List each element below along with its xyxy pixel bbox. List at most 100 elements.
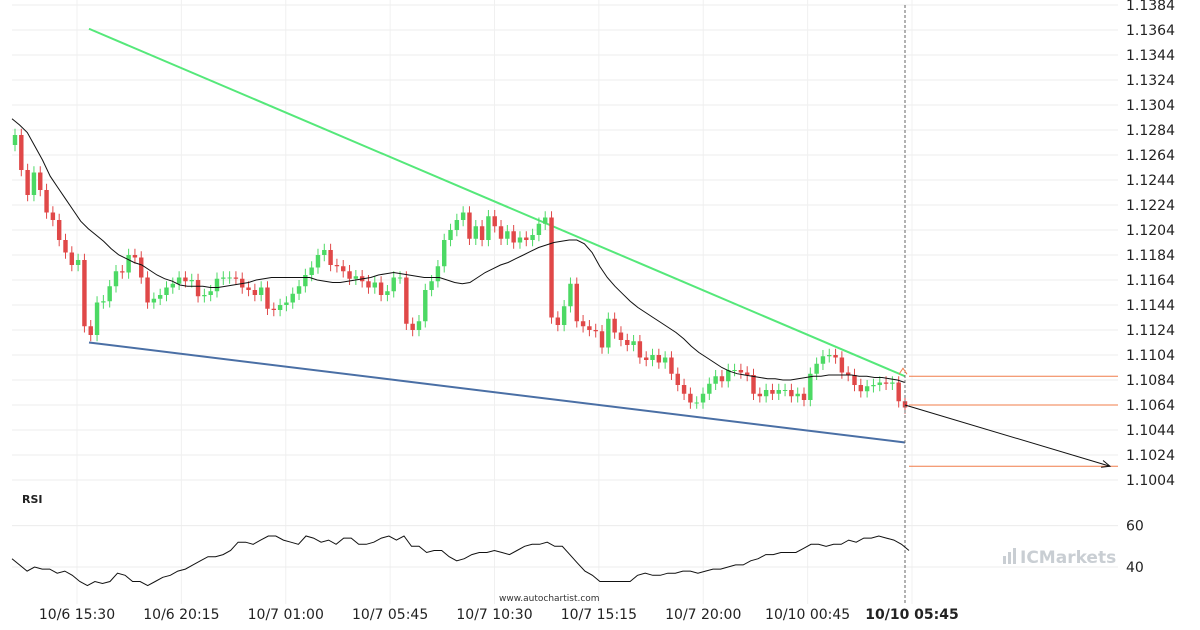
candle — [808, 367, 813, 407]
candle-body — [347, 271, 352, 279]
brand-logo: ICMarkets — [1003, 548, 1116, 568]
candle — [88, 320, 93, 342]
candle — [625, 333, 630, 352]
candle — [789, 383, 794, 403]
time-tick-label: 10/10 00:45 — [765, 607, 850, 623]
brand-logo-bar-2 — [1008, 552, 1011, 564]
candle — [694, 396, 699, 409]
candle — [713, 370, 718, 390]
price-tick-label: 1.1164 — [1126, 273, 1175, 289]
candle-body — [378, 282, 384, 295]
candle — [467, 206, 472, 245]
rsi-tick-label: 40 — [1126, 560, 1144, 576]
candle — [738, 363, 744, 379]
candle-body — [732, 370, 737, 371]
time-axis: 10/6 15:30 10/6 20:15 10/7 01:00 10/7 05:45… — [12, 604, 1118, 630]
candle — [599, 325, 605, 354]
trendline-support — [88, 341, 906, 444]
candle-body — [170, 283, 176, 288]
price-tick-label: 1.1244 — [1126, 173, 1175, 189]
candle-body — [69, 252, 75, 265]
candle — [353, 270, 359, 285]
candle-body — [688, 393, 693, 403]
candle-body — [763, 390, 769, 397]
price-tick-label: 1.1124 — [1126, 323, 1175, 339]
candle — [662, 351, 668, 369]
candle — [101, 295, 106, 309]
candle — [44, 183, 49, 219]
candle-body — [38, 172, 43, 190]
candle-body — [366, 281, 371, 288]
price-tick-label: 1.1304 — [1126, 98, 1175, 114]
candle-body — [726, 370, 731, 382]
candle-body — [404, 277, 409, 324]
candle — [423, 283, 428, 328]
candle-body — [208, 291, 213, 295]
price-tick-label: 1.1264 — [1126, 148, 1175, 164]
candle — [372, 276, 377, 294]
candle-body — [896, 382, 901, 402]
candle — [12, 128, 18, 152]
candle — [322, 243, 327, 262]
candle — [139, 251, 144, 284]
candle — [328, 243, 333, 272]
candle-body — [50, 212, 56, 220]
candle — [732, 363, 737, 377]
candle-body — [883, 382, 889, 384]
candle — [890, 376, 895, 390]
candle — [202, 288, 207, 303]
candle-body — [328, 250, 333, 265]
candle-body — [467, 212, 472, 239]
candle — [637, 335, 643, 364]
candle — [681, 378, 687, 400]
candle — [896, 376, 901, 408]
price-tick-label: 1.1384 — [1126, 0, 1175, 14]
candle — [25, 163, 30, 202]
candle — [183, 271, 188, 288]
candle-body — [126, 255, 131, 273]
candle — [568, 277, 573, 313]
price-tick-label: 1.1144 — [1126, 298, 1175, 314]
brand-logo-bar-1 — [1003, 556, 1006, 564]
candle-body — [524, 237, 529, 240]
price-tick-label: 1.1184 — [1126, 248, 1175, 264]
candle-body — [139, 257, 144, 278]
candle-body — [625, 340, 630, 345]
price-axis: 1.1384 1.1364 1.1344 1.1324 1.1304 1.1284 1.12… — [1126, 0, 1175, 489]
candle-body — [157, 295, 163, 299]
candle-body — [132, 255, 138, 258]
candle — [284, 296, 289, 312]
candle — [574, 277, 579, 328]
price-tick-label: 1.1104 — [1126, 348, 1175, 364]
candle — [38, 166, 43, 197]
candle-body — [107, 286, 112, 302]
candle-body — [233, 277, 239, 279]
candle-body — [277, 305, 283, 310]
candle — [442, 233, 447, 273]
time-tick-label: 10/6 20:15 — [143, 607, 219, 623]
price-tick-label: 1.1364 — [1126, 23, 1175, 39]
candle — [75, 253, 81, 272]
candle — [227, 271, 232, 284]
candle — [587, 320, 592, 337]
candle — [864, 380, 870, 398]
candle — [410, 317, 415, 337]
forecast-line — [904, 404, 1111, 467]
candle — [770, 383, 775, 400]
candle-body — [751, 375, 756, 394]
candle — [277, 298, 283, 317]
time-tick-label: 10/7 20:00 — [665, 607, 741, 623]
candle — [164, 281, 169, 302]
candle-body — [265, 287, 270, 309]
candle — [189, 273, 194, 288]
price-tick-label: 1.1284 — [1126, 123, 1175, 139]
candle-body — [744, 372, 750, 375]
candle — [650, 348, 655, 367]
candle — [126, 248, 131, 279]
candle-body — [290, 293, 295, 303]
candle-body — [618, 332, 624, 340]
price-tick-label: 1.1324 — [1126, 73, 1175, 89]
candle-body — [782, 390, 788, 391]
candle-body — [631, 341, 636, 345]
candle — [460, 206, 466, 227]
